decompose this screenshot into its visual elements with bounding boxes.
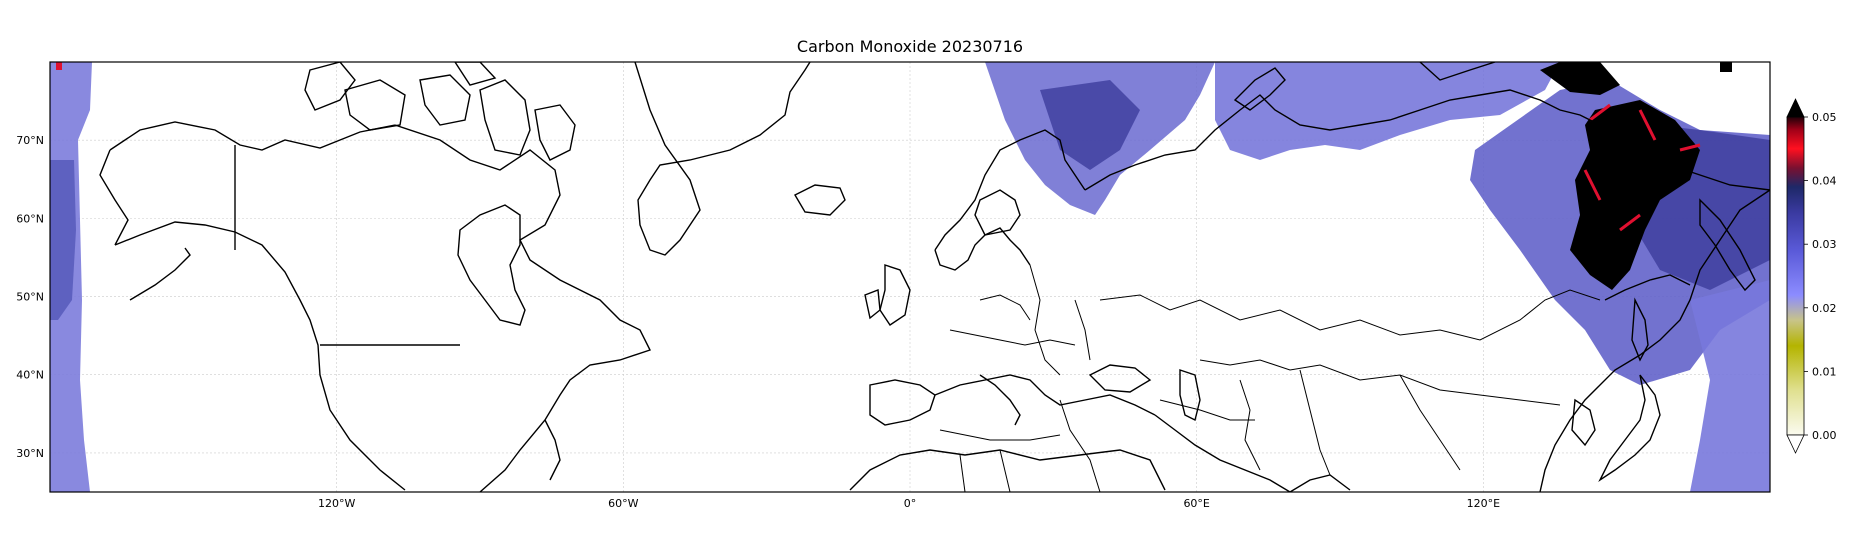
co-spike-red	[1583, 103, 1701, 232]
gridlines	[50, 62, 1770, 492]
co-data-swaths	[50, 62, 1770, 492]
lat-tick-label: 60°N	[16, 212, 44, 225]
colorbar-tick-label: 0.01	[1812, 365, 1837, 378]
longitude-labels: 120°W 60°W 0° 60°E 120°E	[318, 497, 1500, 510]
lon-tick-label: 60°W	[608, 497, 638, 510]
co-spike-west	[56, 62, 62, 70]
co-swath-west-edge-dark	[50, 160, 76, 320]
co-extreme-corner	[1720, 62, 1732, 72]
colorbar: 0.00 0.01 0.02 0.03 0.04 0.05	[1786, 98, 1837, 454]
colorbar-tick-label: 0.04	[1812, 175, 1837, 188]
coastlines	[99, 62, 1770, 492]
lat-tick-label: 40°N	[16, 369, 44, 382]
lon-tick-label: 120°W	[318, 497, 355, 510]
co-swath-north-pacific	[1690, 280, 1770, 492]
colorbar-under-arrow	[1786, 434, 1805, 454]
lat-tick-label: 30°N	[16, 447, 44, 460]
colorbar-over-arrow	[1786, 98, 1805, 118]
co-swath-siberia-north	[1215, 62, 1560, 160]
co-extreme-plume	[1570, 100, 1700, 290]
lat-tick-label: 70°N	[16, 134, 44, 147]
co-swath-arctic-europe-dark	[1040, 80, 1140, 170]
map-title: Carbon Monoxide 20230716	[796, 37, 1024, 56]
colorbar-tick-label: 0.00	[1812, 429, 1837, 442]
country-borders	[939, 264, 1601, 492]
colorbar-tick-label: 0.02	[1812, 302, 1837, 315]
co-extreme-plume-north	[1540, 62, 1620, 95]
colorbar-gradient	[1786, 116, 1805, 436]
lon-tick-label: 60°E	[1183, 497, 1209, 510]
latitude-labels: 70°N 60°N 50°N 40°N 30°N	[16, 134, 44, 460]
colorbar-tick-label: 0.03	[1812, 238, 1837, 251]
colorbar-tick-label: 0.05	[1812, 111, 1837, 124]
lon-tick-label: 0°	[904, 497, 917, 510]
lon-tick-label: 120°E	[1467, 497, 1500, 510]
map-frame	[49, 61, 1771, 493]
lat-tick-label: 50°N	[16, 291, 44, 304]
